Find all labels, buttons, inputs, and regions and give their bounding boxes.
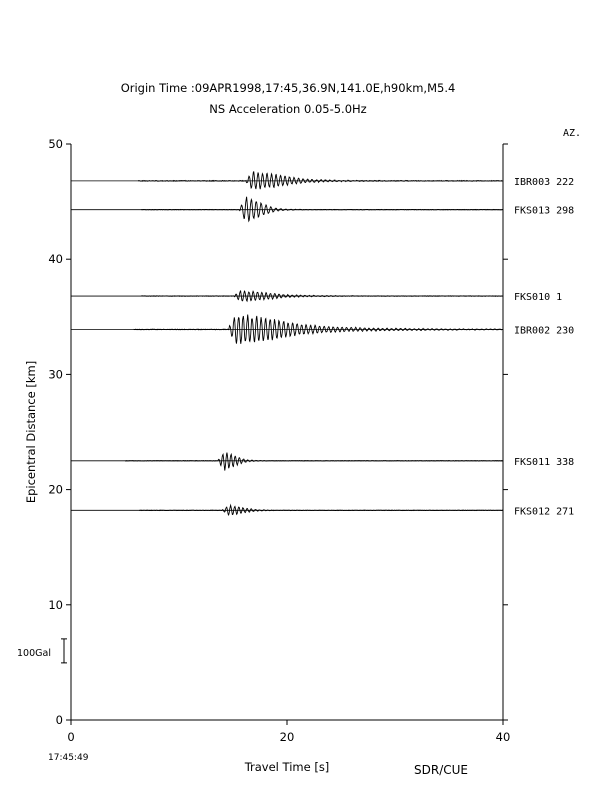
scale-bar-label: 100Gal (17, 648, 51, 659)
trace-group (71, 171, 504, 516)
waveform (137, 171, 504, 190)
y-tick-label: 20 (48, 483, 63, 497)
trace-FKS010 (71, 290, 503, 303)
trace-IBR002 (71, 314, 504, 344)
trace-FKS012 (71, 503, 503, 516)
chart-title: Origin Time :09APR1998,17:45,36.9N,141.0… (121, 81, 456, 95)
trace-IBR003 (71, 171, 504, 190)
x-tick-label: 20 (280, 730, 295, 744)
y-tick-label: 10 (48, 598, 63, 612)
x-tick-label: 0 (67, 730, 74, 744)
waveform (140, 196, 503, 223)
y-tick-label: 50 (48, 137, 63, 151)
origin-time-label: 17:45:49 (48, 753, 89, 763)
azimuth-header: AZ. (563, 128, 581, 139)
waveform (141, 290, 503, 303)
station-label: IBR003 222 (514, 177, 574, 188)
credit-label: SDR/CUE (414, 763, 468, 777)
y-tick-label: 0 (56, 713, 63, 727)
waveform (124, 452, 504, 471)
plot-axes: 0 10 20 30 40 50 0 20 40 (48, 137, 510, 744)
waveform (138, 503, 503, 516)
x-axis-label: Travel Time [s] (244, 760, 330, 774)
trace-FKS013 (71, 196, 503, 223)
station-label: FKS012 271 (514, 506, 574, 517)
station-label: FKS010 1 (514, 292, 562, 303)
station-label-group: IBR003 222 FKS013 298 FKS010 1 IBR002 230 FK… (514, 177, 574, 517)
station-label: FKS013 298 (514, 206, 574, 217)
y-axis-label: Epicentral Distance [km] (24, 361, 38, 503)
chart-subtitle: NS Acceleration 0.05-5.0Hz (209, 102, 366, 116)
y-tick-label: 40 (48, 252, 63, 266)
waveform (133, 314, 504, 344)
y-tick-label: 30 (48, 367, 63, 381)
trace-FKS011 (71, 452, 504, 471)
x-tick-label: 40 (496, 730, 511, 744)
station-label: IBR002 230 (514, 325, 574, 336)
station-label: FKS011 338 (514, 457, 574, 468)
